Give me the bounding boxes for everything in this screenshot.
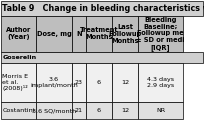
Bar xyxy=(72,63,86,102)
Bar xyxy=(138,63,183,102)
Bar xyxy=(1,63,36,102)
Text: 6: 6 xyxy=(97,80,101,85)
Text: 21: 21 xyxy=(75,108,83,113)
Bar xyxy=(86,102,112,119)
Bar xyxy=(72,16,86,52)
Text: Dose, mg: Dose, mg xyxy=(37,31,71,37)
Text: Goserelin: Goserelin xyxy=(2,55,37,60)
Text: 6: 6 xyxy=(97,108,101,113)
Bar xyxy=(112,16,138,52)
Text: Bleeding
Baseline;
Followup me
± SD or medi
[IQR]: Bleeding Baseline; Followup me ± SD or m… xyxy=(136,17,185,51)
Bar xyxy=(1,16,36,52)
Text: Costantini: Costantini xyxy=(2,108,35,113)
Text: NR: NR xyxy=(156,108,165,113)
Text: Author
(Year): Author (Year) xyxy=(6,27,31,40)
Bar xyxy=(138,102,183,119)
Text: Treatment
Months: Treatment Months xyxy=(80,27,118,40)
Bar xyxy=(112,63,138,102)
Text: 3.6 SQ/month: 3.6 SQ/month xyxy=(32,108,76,113)
Bar xyxy=(86,63,112,102)
Bar xyxy=(1,52,203,63)
Bar xyxy=(86,16,112,52)
Bar xyxy=(1,102,36,119)
Text: Last
Followup
Months: Last Followup Months xyxy=(109,24,142,44)
Bar xyxy=(1,1,203,16)
Text: Morris E
et al.
(2008)¹²: Morris E et al. (2008)¹² xyxy=(2,74,29,91)
Text: 4.3 days
2.9 days: 4.3 days 2.9 days xyxy=(147,77,174,88)
Text: 3.6
implant/month: 3.6 implant/month xyxy=(30,77,78,88)
Bar xyxy=(72,102,86,119)
Bar xyxy=(138,16,183,52)
Bar xyxy=(112,102,138,119)
Bar xyxy=(36,102,72,119)
Text: 12: 12 xyxy=(121,108,129,113)
Bar xyxy=(36,16,72,52)
Text: N: N xyxy=(76,31,82,37)
Text: 23: 23 xyxy=(75,80,83,85)
Text: Table 9   Change in bleeding characteristics with GnRH ago: Table 9 Change in bleeding characteristi… xyxy=(2,4,204,13)
Bar xyxy=(36,63,72,102)
Text: 12: 12 xyxy=(121,80,129,85)
